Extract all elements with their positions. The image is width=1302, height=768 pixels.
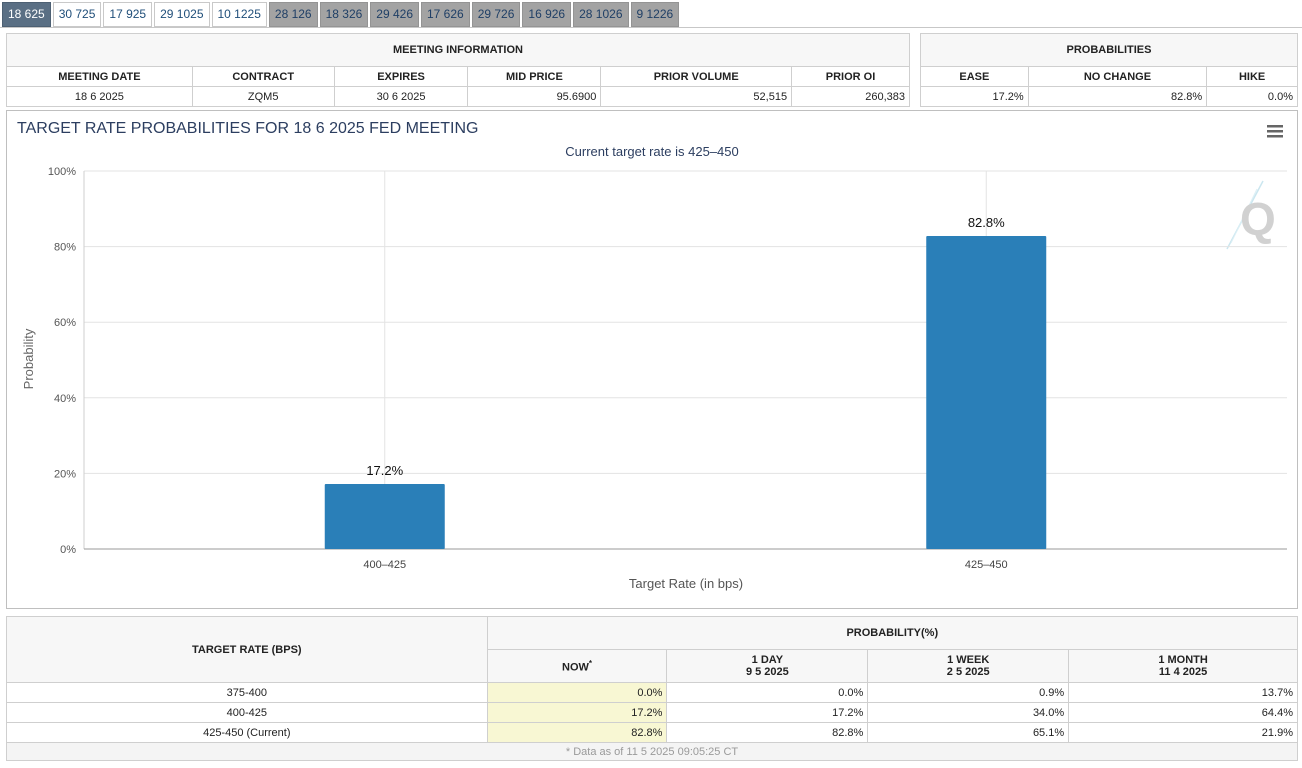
- one-week-cell: 0.9%: [867, 682, 1070, 703]
- prior-volume-header: PRIOR VOLUME: [600, 66, 793, 87]
- one-month-header-date: 11 4 2025: [1158, 666, 1208, 678]
- tab-meeting-date[interactable]: 29 426: [370, 2, 419, 27]
- one-day-header-label: 1 DAY: [751, 654, 784, 666]
- rate-cell: 375-400: [6, 682, 488, 703]
- contract-value: ZQM5: [191, 86, 335, 107]
- target-rate-header: TARGET RATE (BPS): [6, 616, 488, 683]
- one-day-cell: 82.8%: [666, 722, 869, 743]
- one-day-cell: 0.0%: [666, 682, 869, 703]
- mid-price-value: 95.6900: [467, 86, 602, 107]
- target-rate-chart: TARGET RATE PROBABILITIES FOR 18 6 2025 …: [6, 110, 1298, 609]
- now-header-label: NOW: [562, 661, 589, 674]
- chart-canvas: TARGET RATE PROBABILITIES FOR 18 6 2025 …: [17, 120, 1287, 591]
- one-month-cell: 13.7%: [1068, 682, 1298, 703]
- contract-header: CONTRACT: [191, 66, 335, 87]
- meeting-date-header: MEETING DATE: [6, 66, 193, 87]
- ease-value: 17.2%: [920, 86, 1029, 107]
- one-day-header-date: 9 5 2025: [745, 666, 789, 678]
- hike-value: 0.0%: [1206, 86, 1298, 107]
- data-timestamp-footnote: * Data as of 11 5 2025 09:05:25 CT: [6, 742, 1298, 761]
- y-tick-label: 0%: [60, 544, 76, 556]
- y-tick-label: 80%: [54, 242, 76, 254]
- no-change-value: 82.8%: [1027, 86, 1208, 107]
- one-week-header-label: 1 WEEK: [947, 654, 990, 666]
- bar-data-label: 82.8%: [968, 215, 1005, 230]
- prior-volume-value: 52,515: [600, 86, 793, 107]
- tab-meeting-date[interactable]: 29 726: [471, 2, 521, 27]
- one-month-cell: 21.9%: [1068, 722, 1298, 743]
- tab-meeting-date[interactable]: 9 1226: [630, 2, 680, 27]
- bar: [324, 483, 445, 549]
- tab-meeting-date[interactable]: 28 126: [268, 2, 318, 27]
- now-cell: 17.2%: [486, 702, 668, 723]
- tab-meeting-date[interactable]: 18 326: [319, 2, 369, 27]
- now-cell: 0.0%: [486, 682, 668, 703]
- target-rate-probability-table: TARGET RATE (BPS) PROBABILITY(%) NOW* 1 …: [6, 616, 1299, 761]
- y-tick-label: 40%: [54, 393, 76, 405]
- probability-header: PROBABILITY(%): [486, 616, 1299, 650]
- x-tick-label: 425–450: [965, 559, 1008, 571]
- tab-meeting-date[interactable]: 10 1225: [211, 2, 267, 27]
- chart-plot-area: 0% 20% 40% 60% 80% 100% 17.2% 400–425 82.8% 425–4…: [48, 166, 1287, 571]
- prior-oi-header: PRIOR OI: [791, 66, 910, 87]
- tab-meeting-date[interactable]: 30 725: [52, 2, 102, 27]
- ease-header: EASE: [920, 66, 1029, 87]
- rate-cell: 400-425: [6, 702, 488, 723]
- asterisk-marker: *: [588, 658, 593, 668]
- one-week-header-date: 2 5 2025: [946, 666, 990, 678]
- expires-header: EXPIRES: [333, 66, 469, 87]
- bar-data-label: 17.2%: [366, 463, 403, 478]
- hamburger-menu-icon[interactable]: [1266, 124, 1284, 138]
- meeting-date-tabs: 18 625 30 725 17 925 29 1025 10 1225 28 …: [2, 2, 680, 27]
- y-axis-label: Probability: [21, 328, 36, 389]
- one-month-header-label: 1 MONTH: [1158, 654, 1208, 666]
- now-column-header: NOW*: [486, 649, 668, 683]
- one-week-column-header: 1 WEEK 2 5 2025: [867, 649, 1070, 683]
- one-day-column-header: 1 DAY 9 5 2025: [666, 649, 869, 683]
- one-week-cell: 65.1%: [867, 722, 1070, 743]
- table-row: 400-425 17.2% 17.2% 34.0% 64.4%: [6, 702, 1298, 723]
- hike-header: HIKE: [1206, 66, 1298, 87]
- one-day-cell: 17.2%: [666, 702, 869, 723]
- tabs-divider: [0, 27, 1302, 28]
- now-cell: 82.8%: [486, 722, 668, 743]
- meeting-date-value: 18 6 2025: [6, 86, 193, 107]
- y-tick-label: 60%: [54, 317, 76, 329]
- no-change-header: NO CHANGE: [1027, 66, 1208, 87]
- tab-meeting-date[interactable]: 17 925: [103, 2, 153, 27]
- one-month-cell: 64.4%: [1068, 702, 1298, 723]
- x-axis-label: Target Rate (in bps): [629, 576, 743, 591]
- x-tick-label: 400–425: [363, 559, 406, 571]
- y-tick-label: 20%: [54, 468, 76, 480]
- expires-value: 30 6 2025: [333, 86, 469, 107]
- bar: [926, 236, 1047, 549]
- mid-price-header: MID PRICE: [467, 66, 602, 87]
- table-row: 375-400 0.0% 0.0% 0.9% 13.7%: [6, 682, 1298, 703]
- svg-text:Q: Q: [1240, 193, 1276, 245]
- tab-meeting-date[interactable]: 28 1026: [573, 2, 629, 27]
- probabilities-title: PROBABILITIES: [920, 33, 1298, 67]
- chart-title: TARGET RATE PROBABILITIES FOR 18 6 2025 …: [17, 120, 478, 137]
- meeting-information-table: MEETING INFORMATION MEETING DATE CONTRAC…: [6, 33, 910, 107]
- table-row: 425-450 (Current) 82.8% 82.8% 65.1% 21.9…: [6, 722, 1298, 743]
- one-week-cell: 34.0%: [867, 702, 1070, 723]
- one-month-column-header: 1 MONTH 11 4 2025: [1068, 649, 1298, 683]
- chart-subtitle: Current target rate is 425–450: [565, 144, 738, 159]
- meeting-information-title: MEETING INFORMATION: [6, 33, 910, 67]
- tab-meeting-date[interactable]: 29 1025: [154, 2, 210, 27]
- tab-meeting-date[interactable]: 16 926: [522, 2, 572, 27]
- rate-cell: 425-450 (Current): [6, 722, 488, 743]
- q-logo-icon: Q: [1226, 180, 1276, 250]
- prior-oi-value: 260,383: [791, 86, 910, 107]
- tab-meeting-date[interactable]: 17 626: [421, 2, 470, 27]
- y-tick-label: 100%: [48, 166, 76, 178]
- probabilities-table: PROBABILITIES EASE NO CHANGE HIKE 17.2% …: [920, 33, 1298, 107]
- tab-meeting-date[interactable]: 18 625: [2, 2, 51, 27]
